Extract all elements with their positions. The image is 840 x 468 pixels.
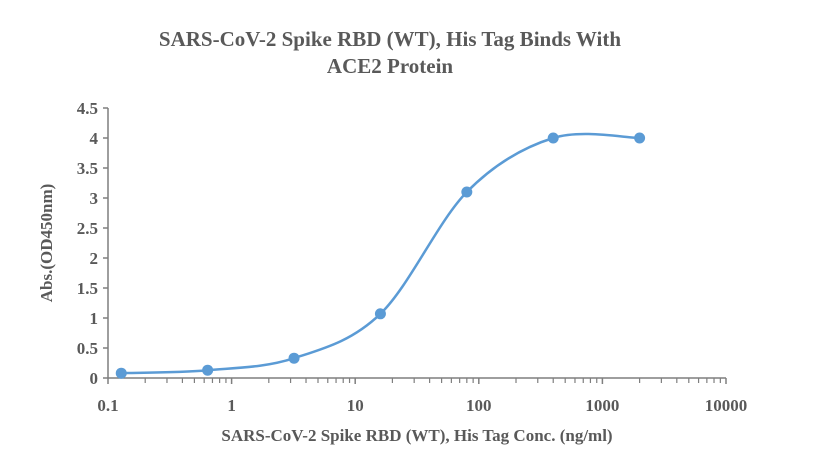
chart-title-line2: ACE2 Protein [326,54,454,78]
x-tick-label: 10000 [705,396,748,415]
data-point [288,352,300,364]
data-point [374,308,386,320]
x-tick-label: 1000 [585,396,619,415]
x-tick-label: 1 [227,396,236,415]
series-curve [121,132,640,375]
data-point [634,132,646,144]
x-tick-label: 0.1 [97,396,118,415]
data-point [461,186,473,198]
chart-title-line1: SARS-CoV-2 Spike RBD (WT), His Tag Binds… [158,27,622,51]
data-point [202,364,214,376]
x-tick-label: 100 [466,396,492,415]
x-axis-label: SARS-CoV-2 Spike RBD (WT), His Tag Conc.… [221,426,612,445]
y-tick-label: 0 [90,369,99,388]
x-tick-label: 10 [347,396,364,415]
y-tick-label: 2.5 [77,219,98,238]
y-tick-label: 1.5 [77,279,98,298]
y-tick-label: 1 [90,309,99,328]
y-tick-label: 4 [90,129,99,148]
y-tick-label: 3.5 [77,159,98,178]
y-tick-label: 0.5 [77,339,98,358]
data-point [115,367,127,379]
y-tick-label: 2 [90,249,99,268]
y-tick-label: 3 [90,189,99,208]
y-axis-label: Abs.(OD450nm) [37,184,56,303]
data-point [547,132,559,144]
y-tick-label: 4.5 [77,99,98,118]
